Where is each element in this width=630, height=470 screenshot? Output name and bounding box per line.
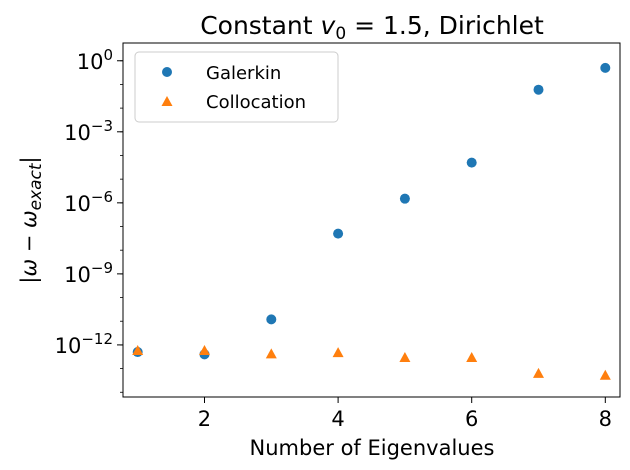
galerkin-point — [600, 62, 611, 73]
collocation-point — [599, 369, 611, 380]
collocation-point — [399, 351, 411, 362]
collocation-point — [332, 347, 344, 358]
x-ticks: 2 4 6 8 — [198, 397, 612, 431]
y-tick-label: 10−9 — [64, 259, 113, 287]
collocation-point — [132, 345, 144, 356]
legend-box — [134, 51, 339, 123]
x-axis-title: Number of Eigenvalues — [250, 436, 495, 460]
data-marks — [132, 62, 611, 380]
legend-marker-galerkin — [162, 67, 172, 77]
y-tick-label: 10−12 — [55, 330, 113, 358]
chart-title: Constant v0 = 1.5, Dirichlet — [200, 11, 544, 44]
collocation-point — [265, 348, 277, 359]
galerkin-point — [333, 228, 344, 239]
legend: Galerkin Collocation — [134, 51, 339, 123]
collocation-point — [533, 367, 545, 378]
y-tick-label: 10−3 — [64, 117, 113, 145]
y-ticks: 100 10−3 10−6 10−9 10−12 — [55, 46, 123, 393]
collocation-point — [198, 345, 210, 356]
legend-label-galerkin: Galerkin — [206, 63, 281, 84]
galerkin-point — [466, 157, 477, 168]
y-tick-label: 100 — [77, 46, 113, 74]
galerkin-point — [399, 193, 410, 204]
galerkin-point — [266, 314, 277, 325]
y-axis-title: |ω − ωexact| — [17, 156, 46, 283]
x-tick-label: 2 — [198, 407, 211, 431]
y-tick-label: 10−6 — [64, 188, 113, 216]
galerkin-point — [533, 84, 544, 95]
legend-marker-collocation — [161, 96, 173, 106]
x-tick-label: 4 — [331, 407, 344, 431]
x-tick-label: 8 — [599, 407, 612, 431]
legend-label-collocation: Collocation — [206, 92, 306, 113]
plot-frame — [122, 42, 621, 398]
x-tick-label: 6 — [465, 407, 478, 431]
collocation-point — [466, 351, 478, 362]
